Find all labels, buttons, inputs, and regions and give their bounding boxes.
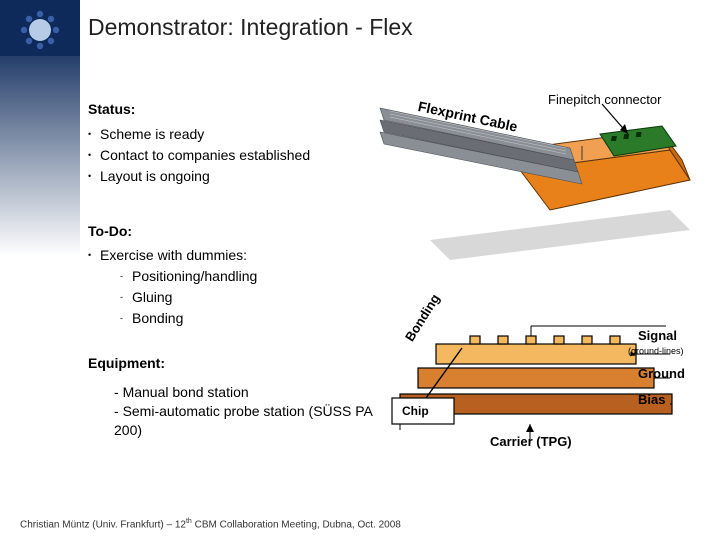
todo-heading: To-Do: <box>88 222 398 241</box>
figure-connector-3d <box>370 90 700 260</box>
todo-lead: Exercise with dummies: Positioning/handl… <box>88 246 398 328</box>
equipment-item: Semi-automatic probe station (SÜSS PA 20… <box>114 402 398 440</box>
status-item: Layout is ongoing <box>88 167 398 186</box>
todo-lead-text: Exercise with dummies: <box>100 247 247 263</box>
todo-subitem: Bonding <box>120 309 398 328</box>
text-content: Status: Scheme is ready Contact to compa… <box>88 92 398 440</box>
footer: Christian Müntz (Univ. Frankfurt) – 12th… <box>20 518 401 530</box>
todo-subitem: Positioning/handling <box>120 267 398 286</box>
todo-sublist: Positioning/handling Gluing Bonding <box>120 267 398 328</box>
page-title: Demonstrator: Integration - Flex <box>88 14 413 41</box>
status-heading: Status: <box>88 100 398 119</box>
footer-rest: CBM Collaboration Meeting, Dubna, Oct. 2… <box>192 519 401 530</box>
todo-list: Exercise with dummies: Positioning/handl… <box>88 246 398 328</box>
label-finepitch: Finepitch connector <box>548 92 661 107</box>
todo-subitem: Gluing <box>120 288 398 307</box>
equipment-heading: Equipment: <box>88 354 398 373</box>
status-list: Scheme is ready Contact to companies est… <box>88 125 398 186</box>
status-item: Contact to companies established <box>88 146 398 165</box>
label-chip: Chip <box>402 404 429 418</box>
footer-author: Christian Müntz (Univ. Frankfurt) – 12 <box>20 519 186 530</box>
label-ground: Ground <box>638 366 685 381</box>
status-item: Scheme is ready <box>88 125 398 144</box>
label-bias: Bias <box>638 392 665 407</box>
left-sidebar <box>0 56 80 540</box>
equipment-list: Manual bond station Semi-automatic probe… <box>114 383 398 440</box>
label-signal: Signal <box>638 328 677 343</box>
label-groundlines: (ground-lines) <box>628 346 684 356</box>
label-carrier: Carrier (TPG) <box>490 434 572 449</box>
equipment-item: Manual bond station <box>114 383 398 402</box>
header-logo <box>18 8 62 52</box>
